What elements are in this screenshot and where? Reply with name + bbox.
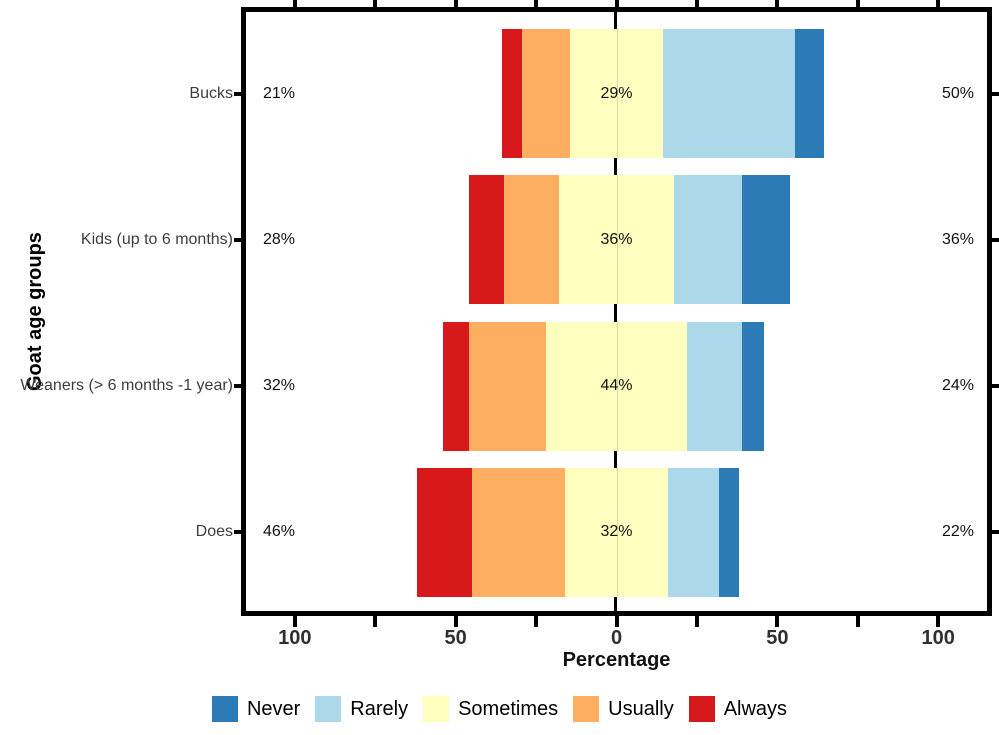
bar-segment-kids-up-to-6-months-rarely <box>674 175 742 305</box>
center-label-kids-up-to-6-months: 36% <box>600 230 633 248</box>
x-axis-tick-bottom <box>775 616 780 627</box>
x-axis-tick-bottom <box>694 616 699 627</box>
zero-baseline-overlay <box>616 175 618 305</box>
y-axis-tick-left <box>234 530 241 535</box>
x-axis-tick-bottom <box>855 616 860 627</box>
x-tick-label-2: 0 <box>610 627 623 649</box>
legend-swatch-always <box>688 696 715 722</box>
bar-segment-kids-up-to-6-months-never <box>741 175 791 305</box>
bar-segment-does-always <box>417 467 472 597</box>
zero-baseline <box>614 12 617 611</box>
legend-swatch-rarely <box>315 696 342 722</box>
category-label-bucks: Bucks <box>189 84 233 102</box>
center-label-weaners-6-months-1-year: 44% <box>600 377 633 395</box>
right-total-label-kids-up-to-6-months: 36% <box>941 230 974 248</box>
x-axis-tick-top <box>855 0 860 7</box>
x-axis-tick-bottom <box>614 616 619 627</box>
legend-label-rarely: Rarely <box>350 698 409 720</box>
y-axis-tick-right <box>992 237 999 242</box>
y-axis-tick-left <box>234 91 241 96</box>
x-tick-label-3: 50 <box>766 627 789 649</box>
legend-item-never: Never <box>211 696 301 722</box>
x-axis-tick-top <box>936 0 941 7</box>
y-axis-tick-right <box>992 91 999 96</box>
center-label-does: 32% <box>600 523 633 541</box>
bar-segment-does-usually <box>471 467 566 597</box>
zero-baseline-overlay <box>616 29 618 158</box>
x-axis-tick-top <box>292 0 297 7</box>
bar-segment-bucks-usually <box>521 29 570 158</box>
category-label-does: Does <box>195 523 233 541</box>
legend-swatch-usually <box>573 696 600 722</box>
bar-segment-bucks-always <box>502 29 522 158</box>
legend-item-sometimes: Sometimes <box>423 696 558 722</box>
legend-item-always: Always <box>688 696 788 722</box>
bar-segment-weaners-6-months-1-year-sometimes <box>545 321 688 451</box>
x-axis-tick-bottom <box>292 616 297 627</box>
x-axis-tick-bottom <box>373 616 378 627</box>
y-axis-tick-right <box>992 530 999 535</box>
zero-baseline-overlay <box>616 321 618 451</box>
category-label-weaners-6-months-1-year: Weaners (> 6 months -1 year) <box>20 377 233 395</box>
x-tick-label-4: 100 <box>921 627 955 649</box>
x-axis-tick-top <box>534 0 539 7</box>
legend-item-rarely: Rarely <box>315 696 408 722</box>
x-tick-label-1: 50 <box>444 627 467 649</box>
bar-segment-weaners-6-months-1-year-always <box>442 321 469 451</box>
category-label-kids-up-to-6-months: Kids (up to 6 months) <box>80 230 233 248</box>
x-axis-tick-top <box>373 0 378 7</box>
x-axis-tick-top <box>614 0 619 7</box>
bar-segment-kids-up-to-6-months-always <box>468 175 504 305</box>
legend-item-usually: Usually <box>573 696 674 722</box>
x-tick-label-0: 100 <box>278 627 312 649</box>
zero-baseline-overlay <box>616 467 618 597</box>
legend-label-sometimes: Sometimes <box>458 698 559 720</box>
legend-label-never: Never <box>246 698 301 720</box>
bar-segment-weaners-6-months-1-year-rarely <box>687 321 742 451</box>
legend-swatch-sometimes <box>423 696 450 722</box>
legend-swatch-never <box>211 696 238 722</box>
right-total-label-weaners-6-months-1-year: 24% <box>941 377 974 395</box>
x-axis-tick-top <box>453 0 458 7</box>
right-total-label-does: 22% <box>941 523 974 541</box>
bar-segment-does-sometimes <box>565 467 668 597</box>
x-axis-title: Percentage <box>562 649 671 671</box>
bar-segment-does-rarely <box>667 467 720 597</box>
x-axis-tick-bottom <box>453 616 458 627</box>
y-axis-tick-left <box>234 237 241 242</box>
x-axis-tick-top <box>775 0 780 7</box>
left-total-label-bucks: 21% <box>263 84 296 102</box>
bar-segment-kids-up-to-6-months-usually <box>503 175 559 305</box>
right-total-label-bucks: 50% <box>941 84 974 102</box>
x-axis-tick-top <box>694 0 699 7</box>
x-axis-tick-bottom <box>534 616 539 627</box>
bar-segment-kids-up-to-6-months-sometimes <box>558 175 675 305</box>
y-axis-tick-right <box>992 384 999 389</box>
bar-segment-bucks-sometimes <box>569 29 664 158</box>
bar-segment-weaners-6-months-1-year-usually <box>468 321 546 451</box>
left-total-label-kids-up-to-6-months: 28% <box>263 230 296 248</box>
bar-segment-does-never <box>719 467 739 597</box>
y-axis-tick-left <box>234 384 241 389</box>
legend: Never Rarely Sometimes Usually Always <box>0 696 999 722</box>
bar-segment-weaners-6-months-1-year-never <box>741 321 765 451</box>
bar-segment-bucks-rarely <box>663 29 796 158</box>
legend-label-usually: Usually <box>608 698 674 720</box>
center-label-bucks: 29% <box>600 84 633 102</box>
legend-label-always: Always <box>723 698 788 720</box>
left-total-label-does: 46% <box>263 523 296 541</box>
x-axis-tick-bottom <box>936 616 941 627</box>
bar-segment-bucks-never <box>795 29 824 158</box>
left-total-label-weaners-6-months-1-year: 32% <box>263 377 296 395</box>
